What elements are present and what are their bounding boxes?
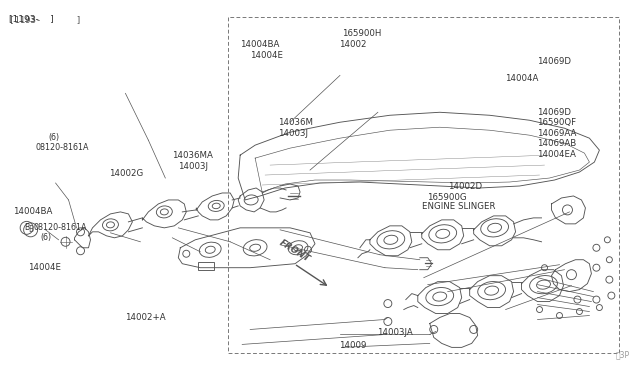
- Text: (6): (6): [40, 233, 52, 242]
- Text: 14036MA: 14036MA: [172, 151, 212, 160]
- Text: (6): (6): [49, 133, 60, 142]
- Text: [1193-: [1193-: [9, 15, 41, 24]
- Text: 14036M: 14036M: [278, 119, 314, 128]
- Text: 08120-8161A: 08120-8161A: [36, 142, 90, 151]
- Text: 14069D: 14069D: [537, 57, 571, 66]
- Text: 14002: 14002: [339, 40, 367, 49]
- Text: 䀀3P: 䀀3P: [615, 350, 629, 359]
- Text: 16590QF: 16590QF: [537, 119, 576, 128]
- Text: 14009: 14009: [339, 341, 367, 350]
- Text: B: B: [28, 225, 33, 234]
- Text: 14002D: 14002D: [448, 182, 482, 190]
- Text: 165900H: 165900H: [342, 29, 381, 38]
- Text: 14069AA: 14069AA: [537, 129, 577, 138]
- Text: 14003J: 14003J: [178, 162, 208, 171]
- Text: 14004E: 14004E: [28, 263, 61, 272]
- Text: ]: ]: [76, 15, 81, 24]
- Text: 14002+A: 14002+A: [125, 313, 166, 322]
- Text: 14004EA: 14004EA: [537, 150, 576, 159]
- Text: 14004BA: 14004BA: [13, 208, 53, 217]
- Text: [1193-    ]: [1193- ]: [9, 14, 53, 23]
- Text: 14003J: 14003J: [278, 129, 308, 138]
- Text: 08120-8161A: 08120-8161A: [34, 223, 87, 232]
- Text: 14004A: 14004A: [505, 74, 539, 83]
- Text: 14004E: 14004E: [250, 51, 283, 60]
- Text: 165900G: 165900G: [428, 193, 467, 202]
- Text: FRONT: FRONT: [278, 238, 312, 264]
- Text: 14002G: 14002G: [109, 169, 143, 177]
- Text: 14069AB: 14069AB: [537, 139, 577, 148]
- Text: ENGINE SLINGER: ENGINE SLINGER: [422, 202, 495, 211]
- Text: B: B: [24, 223, 29, 232]
- Text: 14069D: 14069D: [537, 108, 571, 117]
- Text: 14004BA: 14004BA: [240, 40, 280, 49]
- Text: 14003JA: 14003JA: [378, 328, 413, 337]
